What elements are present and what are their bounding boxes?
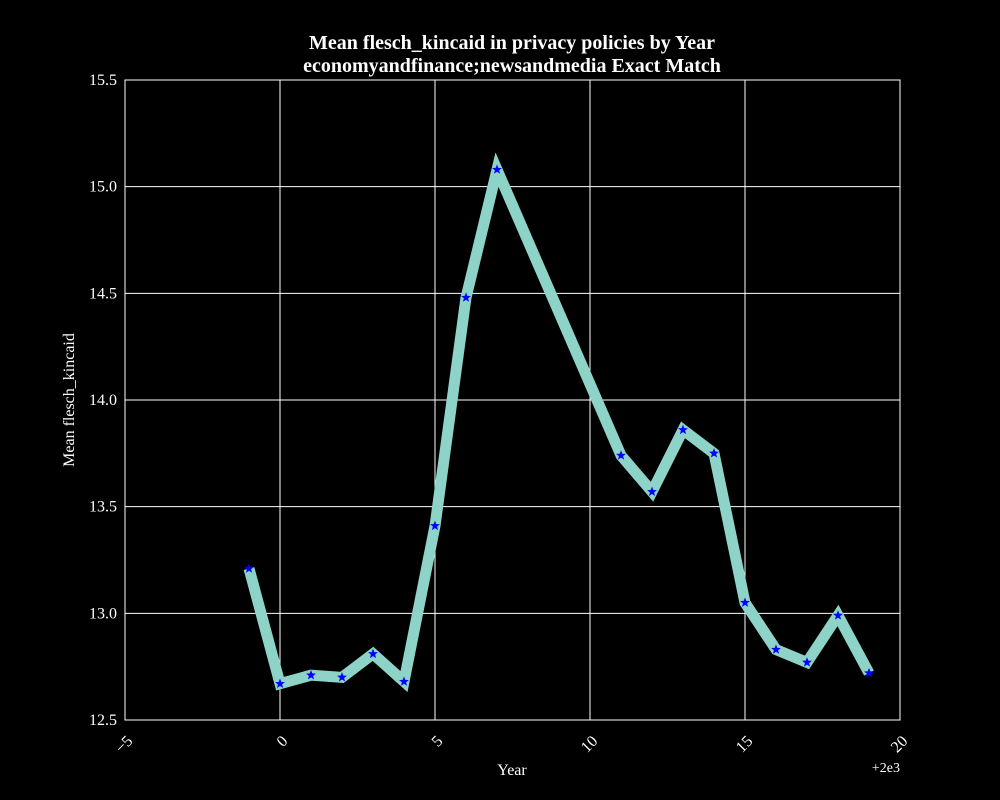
y-tick-label: 14.0 <box>89 392 117 409</box>
data-point-marker <box>275 678 285 688</box>
x-tick-label: −5 <box>112 733 136 757</box>
data-point-marker <box>864 667 874 678</box>
y-tick-labels: 12.5 13.0 13.5 14.0 14.5 15.0 15.5 <box>89 72 117 729</box>
data-point-marker <box>461 292 471 302</box>
data-point-marker <box>616 450 626 460</box>
plot-frame <box>124 79 901 721</box>
chart-title: Mean flesch_kincaid in privacy policies … <box>309 32 715 54</box>
chart-subtitle: economyandfinance;newsandmedia Exact Mat… <box>303 55 721 77</box>
x-tick-labels: −5 0 5 10 15 20 <box>112 733 911 757</box>
series-line <box>243 152 874 693</box>
data-point-marker <box>244 563 254 573</box>
y-tick-label: 13.5 <box>89 499 117 516</box>
x-tick-label: 0 <box>274 733 292 751</box>
y-tick-label: 14.5 <box>89 285 117 302</box>
data-point-marker <box>771 644 781 654</box>
data-point-marker <box>647 486 657 496</box>
data-point-marker <box>802 657 812 667</box>
data-point-marker <box>740 597 750 607</box>
y-tick-label: 12.5 <box>89 712 117 729</box>
x-tick-label: 15 <box>733 733 756 756</box>
x-axis-label: Year <box>497 762 527 779</box>
data-point-marker <box>430 520 440 531</box>
data-point-marker <box>399 676 409 686</box>
data-point-marker <box>492 164 502 174</box>
x-offset-label: +2e3 <box>872 761 900 776</box>
data-point-marker <box>306 670 316 680</box>
y-tick-label: 15.5 <box>89 72 117 89</box>
data-point-marker <box>678 424 688 435</box>
data-point-marker <box>709 448 719 458</box>
data-point-marker <box>368 648 378 659</box>
series-layer <box>243 152 874 693</box>
x-tick-label: 20 <box>888 733 911 756</box>
y-tick-label: 13.0 <box>89 605 117 622</box>
data-point-marker <box>833 610 843 620</box>
x-tick-label: 5 <box>429 733 447 751</box>
data-point-marker <box>337 672 347 682</box>
grid <box>124 79 901 721</box>
x-tick-label: 10 <box>578 733 601 756</box>
y-axis-label: Mean flesch_kincaid <box>61 333 78 467</box>
y-tick-label: 15.0 <box>89 179 117 196</box>
